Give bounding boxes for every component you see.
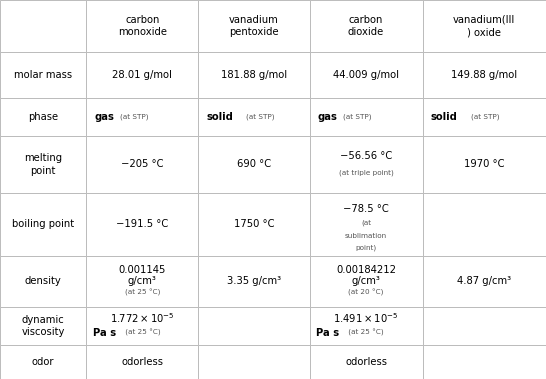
Bar bbox=[86, 52, 198, 98]
Text: 3.35 g/cm³: 3.35 g/cm³ bbox=[227, 276, 281, 287]
Bar bbox=[198, 307, 310, 345]
Bar bbox=[0, 345, 86, 379]
Text: (at 20 °C): (at 20 °C) bbox=[348, 289, 384, 296]
Bar bbox=[310, 52, 423, 98]
Bar bbox=[86, 193, 198, 256]
Bar bbox=[0, 256, 86, 307]
Bar bbox=[198, 256, 310, 307]
Text: (at STP): (at STP) bbox=[120, 114, 149, 121]
Text: point): point) bbox=[355, 244, 377, 251]
Bar bbox=[423, 345, 546, 379]
Bar bbox=[423, 256, 546, 307]
Text: (at triple point): (at triple point) bbox=[339, 169, 394, 176]
Text: molar mass: molar mass bbox=[14, 70, 72, 80]
Bar bbox=[423, 0, 546, 52]
Text: (at STP): (at STP) bbox=[246, 114, 275, 121]
Bar bbox=[310, 136, 423, 193]
Bar bbox=[0, 52, 86, 98]
Bar bbox=[310, 98, 423, 136]
Text: 44.009 g/mol: 44.009 g/mol bbox=[333, 70, 399, 80]
Bar bbox=[310, 193, 423, 256]
Text: gas: gas bbox=[318, 112, 337, 122]
Bar bbox=[198, 345, 310, 379]
Text: (at 25 °C): (at 25 °C) bbox=[346, 329, 384, 337]
Text: vanadium(III
) oxide: vanadium(III ) oxide bbox=[453, 15, 515, 38]
Text: odorless: odorless bbox=[121, 357, 163, 367]
Text: dynamic
viscosity: dynamic viscosity bbox=[21, 315, 65, 337]
Text: 28.01 g/mol: 28.01 g/mol bbox=[112, 70, 172, 80]
Bar bbox=[86, 307, 198, 345]
Bar bbox=[423, 136, 546, 193]
Text: sublimation: sublimation bbox=[345, 233, 387, 238]
Text: −78.5 °C: −78.5 °C bbox=[343, 204, 389, 214]
Bar bbox=[198, 136, 310, 193]
Text: (at: (at bbox=[361, 219, 371, 226]
Text: g/cm³: g/cm³ bbox=[128, 276, 157, 286]
Bar bbox=[86, 98, 198, 136]
Text: 690 °C: 690 °C bbox=[237, 160, 271, 169]
Text: solid: solid bbox=[206, 112, 233, 122]
Text: (at 25 °C): (at 25 °C) bbox=[124, 289, 160, 296]
Text: phase: phase bbox=[28, 112, 58, 122]
Text: carbon
dioxide: carbon dioxide bbox=[348, 15, 384, 38]
Text: solid: solid bbox=[431, 112, 458, 122]
Bar bbox=[198, 0, 310, 52]
Text: g/cm³: g/cm³ bbox=[352, 276, 381, 286]
Bar bbox=[198, 193, 310, 256]
Text: 0.001145: 0.001145 bbox=[118, 265, 166, 275]
Text: odorless: odorless bbox=[345, 357, 387, 367]
Bar bbox=[0, 136, 86, 193]
Text: boiling point: boiling point bbox=[12, 219, 74, 229]
Bar bbox=[0, 307, 86, 345]
Text: −191.5 °C: −191.5 °C bbox=[116, 219, 168, 229]
Text: 181.88 g/mol: 181.88 g/mol bbox=[221, 70, 287, 80]
Text: 149.88 g/mol: 149.88 g/mol bbox=[451, 70, 518, 80]
Text: −205 °C: −205 °C bbox=[121, 160, 163, 169]
Text: vanadium
pentoxide: vanadium pentoxide bbox=[229, 15, 279, 38]
Text: (at 25 °C): (at 25 °C) bbox=[123, 329, 161, 337]
Bar bbox=[310, 307, 423, 345]
Text: Pa s: Pa s bbox=[93, 328, 116, 338]
Text: 4.87 g/cm³: 4.87 g/cm³ bbox=[457, 276, 512, 287]
Text: 1970 °C: 1970 °C bbox=[464, 160, 505, 169]
Bar bbox=[423, 307, 546, 345]
Bar bbox=[198, 52, 310, 98]
Bar bbox=[310, 0, 423, 52]
Bar bbox=[310, 345, 423, 379]
Bar bbox=[86, 0, 198, 52]
Text: 1750 °C: 1750 °C bbox=[234, 219, 274, 229]
Bar bbox=[86, 256, 198, 307]
Text: Pa s: Pa s bbox=[316, 328, 339, 338]
Text: (at STP): (at STP) bbox=[343, 114, 372, 121]
Text: odor: odor bbox=[32, 357, 55, 367]
Bar bbox=[0, 0, 86, 52]
Text: −56.56 °C: −56.56 °C bbox=[340, 151, 392, 161]
Bar bbox=[86, 136, 198, 193]
Bar bbox=[0, 193, 86, 256]
Bar bbox=[310, 256, 423, 307]
Text: carbon
monoxide: carbon monoxide bbox=[118, 15, 167, 38]
Text: density: density bbox=[25, 276, 62, 287]
Bar bbox=[86, 345, 198, 379]
Bar bbox=[423, 52, 546, 98]
Text: $1.772\times10^{-5}$: $1.772\times10^{-5}$ bbox=[110, 311, 175, 324]
Bar bbox=[423, 193, 546, 256]
Bar bbox=[0, 98, 86, 136]
Text: $1.491\times10^{-5}$: $1.491\times10^{-5}$ bbox=[334, 311, 399, 324]
Bar bbox=[198, 98, 310, 136]
Bar bbox=[423, 98, 546, 136]
Text: 0.00184212: 0.00184212 bbox=[336, 265, 396, 275]
Text: gas: gas bbox=[94, 112, 114, 122]
Text: (at STP): (at STP) bbox=[471, 114, 499, 121]
Text: melting
point: melting point bbox=[24, 153, 62, 176]
